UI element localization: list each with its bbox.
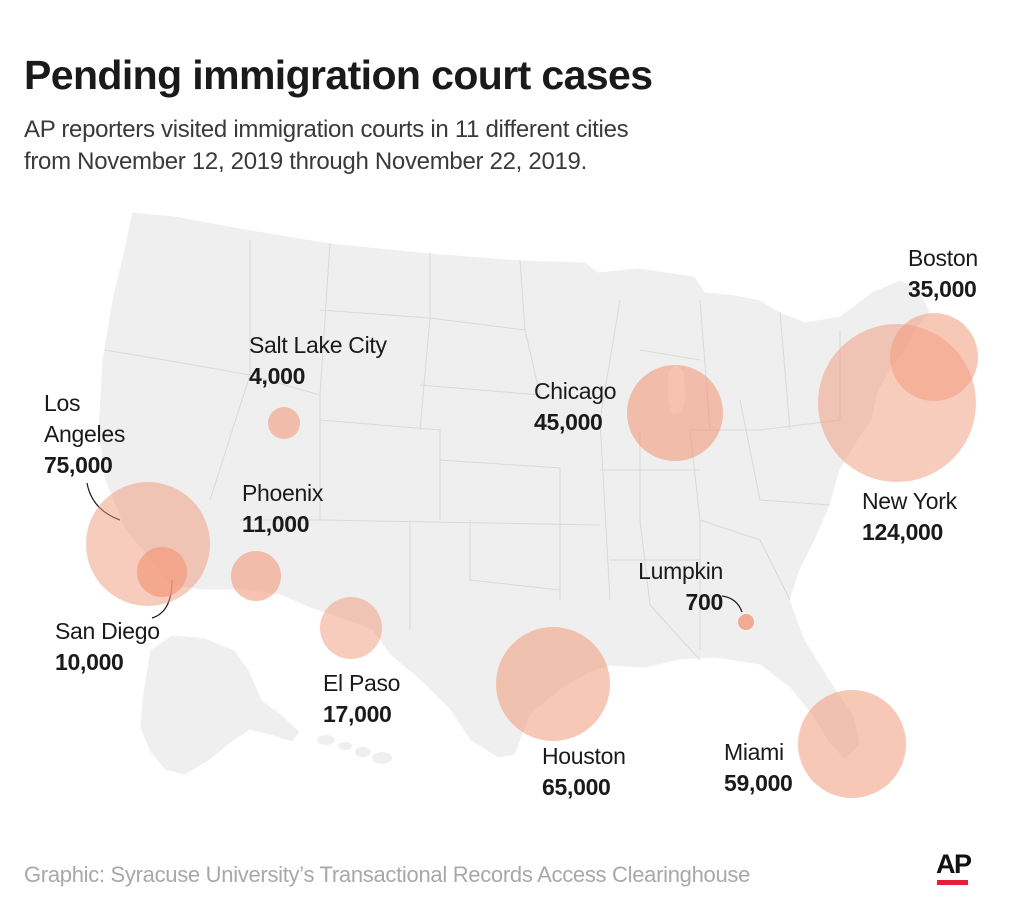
city-name: Lumpkin	[638, 558, 723, 584]
city-value: 65,000	[542, 774, 611, 800]
city-value: 75,000	[44, 452, 113, 478]
label-chicago: Chicago 45,000	[534, 376, 617, 438]
page-title: Pending immigration court cases	[24, 52, 653, 98]
city-name: Miami	[724, 739, 784, 765]
city-value: 11,000	[242, 511, 310, 537]
city-value: 17,000	[323, 701, 392, 727]
label-houston: Houston 65,000	[542, 741, 626, 803]
label-miami: Miami 59,000	[724, 737, 793, 799]
label-salt-lake-city: Salt Lake City 4,000	[249, 330, 387, 392]
bubble-miami	[798, 690, 906, 798]
city-name: San Diego	[55, 618, 160, 644]
label-phoenix: Phoenix 11,000	[242, 478, 323, 540]
city-name-line-1: Los	[44, 390, 81, 416]
state-borders	[104, 240, 841, 661]
label-san-diego: San Diego 10,000	[55, 616, 160, 678]
bubble-san-diego	[137, 547, 187, 597]
page-subtitle: AP reporters visited immigration courts …	[24, 114, 629, 178]
source-credit: Graphic: Syracuse University’s Transacti…	[24, 862, 751, 887]
city-name: Boston	[908, 245, 978, 271]
label-los-angeles: Los Angeles 75,000	[44, 388, 125, 481]
city-name-line-2: Angeles	[44, 421, 126, 447]
city-name: Phoenix	[242, 480, 324, 506]
alaska-shape	[139, 634, 301, 776]
bubble-boston	[890, 313, 978, 401]
city-bubbles	[86, 313, 978, 798]
subtitle-line-1: AP reporters visited immigration courts …	[24, 116, 629, 143]
bubble-chicago	[627, 365, 723, 461]
city-name: Salt Lake City	[249, 332, 387, 358]
city-value: 45,000	[534, 409, 603, 435]
city-value: 10,000	[55, 649, 124, 675]
bubble-houston	[496, 627, 610, 741]
city-value: 35,000	[908, 276, 977, 302]
bubble-phoenix	[231, 551, 281, 601]
label-lumpkin: Lumpkin 700	[637, 556, 723, 618]
ap-logo: AP	[936, 849, 972, 879]
bubble-salt-lake-city	[268, 407, 300, 439]
city-value: 4,000	[249, 363, 306, 389]
city-name: Chicago	[534, 378, 617, 404]
ap-logo-bar	[937, 880, 968, 885]
hawaii-shape	[317, 735, 392, 764]
bubble-el-paso	[320, 597, 382, 659]
subtitle-line-2: from November 12, 2019 through November …	[24, 148, 587, 175]
label-new-york: New York 124,000	[862, 486, 957, 548]
bubble-lumpkin	[738, 614, 754, 630]
label-el-paso: El Paso 17,000	[323, 668, 400, 730]
city-name: Houston	[542, 743, 626, 769]
city-name: El Paso	[323, 670, 401, 696]
city-value: 124,000	[862, 519, 944, 545]
city-value: 59,000	[724, 770, 793, 796]
city-value: 700	[685, 589, 724, 615]
label-boston: Boston 35,000	[908, 243, 978, 305]
city-name: New York	[862, 488, 957, 514]
